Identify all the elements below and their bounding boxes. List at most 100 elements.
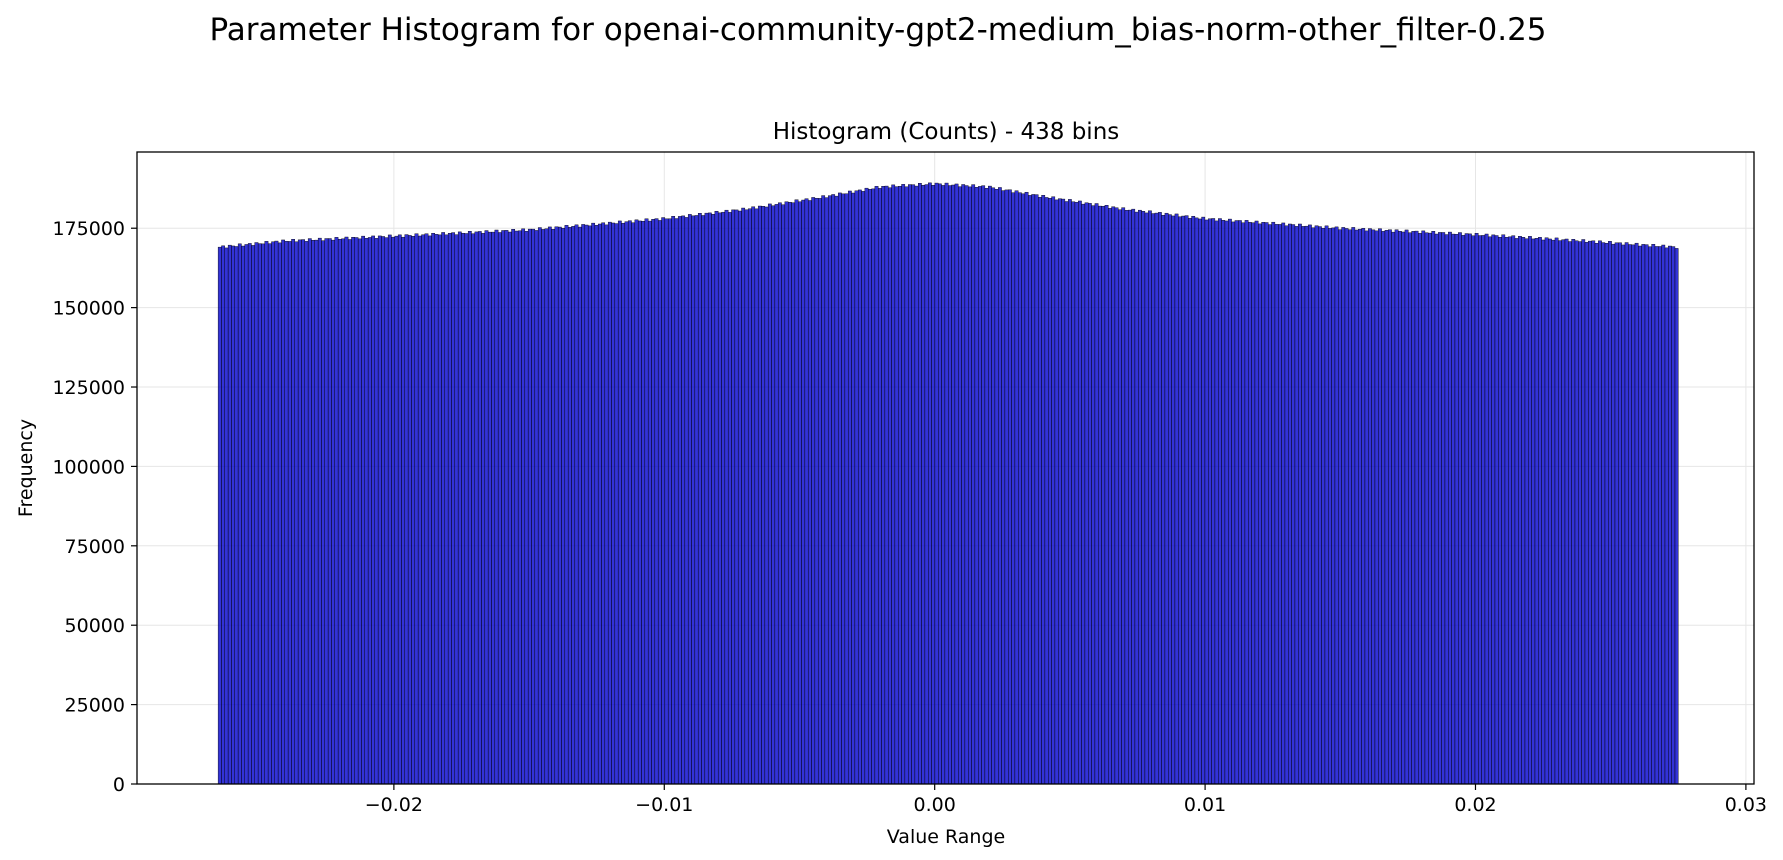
histogram-bar: [924, 184, 929, 785]
histogram-bar: [237, 243, 242, 785]
histogram-bar: [1548, 238, 1552, 785]
histogram-bar: [1634, 242, 1639, 785]
histogram-bar: [1351, 227, 1356, 785]
histogram-bar: [1141, 211, 1146, 785]
histogram-bar: [1364, 230, 1369, 785]
histogram-bar: [227, 244, 232, 785]
histogram-bar: [487, 231, 492, 785]
histogram-bar: [1594, 242, 1599, 785]
histogram-bar: [291, 239, 295, 785]
x-tick-label: −0.01: [635, 794, 693, 816]
histogram-bar: [454, 234, 459, 785]
histogram-bar: [1371, 229, 1376, 785]
histogram-bar: [597, 223, 602, 785]
histogram-bar: [717, 212, 722, 785]
histogram-bar: [284, 241, 289, 785]
histogram-bar: [1094, 203, 1099, 785]
histogram-bar: [1538, 237, 1542, 785]
histogram-bar: [1434, 233, 1439, 785]
histogram-bar: [641, 221, 646, 785]
histogram-bar: [1421, 230, 1426, 785]
histogram-bar: [1584, 242, 1589, 785]
histogram-bar: [541, 229, 546, 785]
histogram-bar: [287, 241, 292, 785]
histogram-bar: [1418, 233, 1422, 785]
histogram-bar: [254, 242, 259, 785]
histogram-bar: [621, 222, 626, 785]
histogram-bar: [1474, 233, 1479, 785]
y-tick-label: 125000: [52, 377, 125, 399]
histogram-bar: [817, 198, 822, 785]
histogram-bar: [551, 229, 556, 785]
histogram-bar: [1101, 206, 1106, 785]
y-tick-label: 100000: [52, 456, 125, 478]
histogram-bar: [1468, 233, 1472, 785]
histogram-bar: [484, 230, 489, 785]
histogram-bar: [1401, 231, 1406, 785]
histogram-bar: [474, 231, 479, 785]
histogram-bar: [557, 226, 562, 785]
histogram-bar: [1618, 242, 1622, 785]
histogram-bar: [1231, 221, 1236, 785]
histogram-bar: [1334, 226, 1339, 785]
histogram-bar: [1578, 241, 1582, 785]
histogram-bar: [1234, 220, 1239, 785]
histogram-bar: [224, 247, 229, 785]
histogram-bar: [1414, 230, 1419, 785]
histogram-bar: [611, 222, 616, 785]
histogram-bar: [494, 229, 499, 785]
histogram-bar: [1504, 237, 1509, 785]
y-tick-label: 50000: [65, 615, 125, 637]
histogram-bar: [314, 239, 319, 785]
histogram-bar: [1454, 234, 1459, 785]
histogram-bar: [661, 217, 666, 785]
x-tick-label: 0.01: [1184, 794, 1226, 816]
histogram-bar: [1614, 242, 1619, 785]
histogram-bar: [1398, 231, 1402, 785]
histogram-bar: [1341, 227, 1346, 785]
histogram-bar: [1524, 238, 1529, 785]
figure-suptitle: Parameter Histogram for openai-community…: [209, 12, 1546, 48]
y-tick-label: 175000: [52, 218, 125, 240]
histogram-bar: [811, 197, 816, 785]
histogram-bar: [1044, 197, 1049, 785]
histogram-bar: [461, 233, 466, 785]
histogram-bar: [867, 189, 872, 785]
histogram-bar: [844, 193, 849, 785]
histogram-bar: [351, 237, 356, 785]
histogram-bar: [1378, 228, 1382, 785]
histogram-bar: [958, 186, 962, 785]
histogram-bar: [1138, 209, 1142, 785]
histogram-bar: [481, 233, 486, 785]
histogram-bar: [877, 188, 882, 785]
histogram-bar: [524, 231, 529, 785]
histogram-bar: [384, 237, 389, 785]
histogram-bar: [1314, 225, 1319, 785]
histogram-bar: [1224, 220, 1229, 785]
histogram-bar: [1438, 232, 1442, 785]
histogram-bars: [217, 182, 1679, 785]
histogram-bar: [871, 188, 876, 785]
histogram-bar: [1004, 189, 1009, 785]
histogram-bar: [1081, 203, 1086, 785]
histogram-bar: [681, 215, 686, 785]
histogram-bar: [1261, 222, 1266, 785]
histogram-bar: [504, 230, 509, 785]
histogram-bar: [554, 226, 559, 785]
histogram-bar: [961, 184, 966, 785]
histogram-bar: [544, 228, 549, 785]
histogram-bar: [324, 238, 329, 785]
histogram-bar: [534, 230, 539, 785]
histogram-bar: [447, 233, 452, 785]
histogram-bar: [741, 207, 746, 785]
histogram-bar: [297, 239, 302, 785]
histogram-bar: [1458, 232, 1462, 785]
histogram-bar: [1268, 224, 1272, 785]
histogram-bar: [1598, 240, 1602, 785]
histogram-bar: [1601, 242, 1606, 785]
histogram-bar: [367, 237, 372, 785]
histogram-bar: [321, 240, 325, 785]
histogram-bar: [1464, 233, 1469, 785]
histogram-bar: [1058, 198, 1062, 785]
histogram-bar: [1541, 239, 1546, 785]
